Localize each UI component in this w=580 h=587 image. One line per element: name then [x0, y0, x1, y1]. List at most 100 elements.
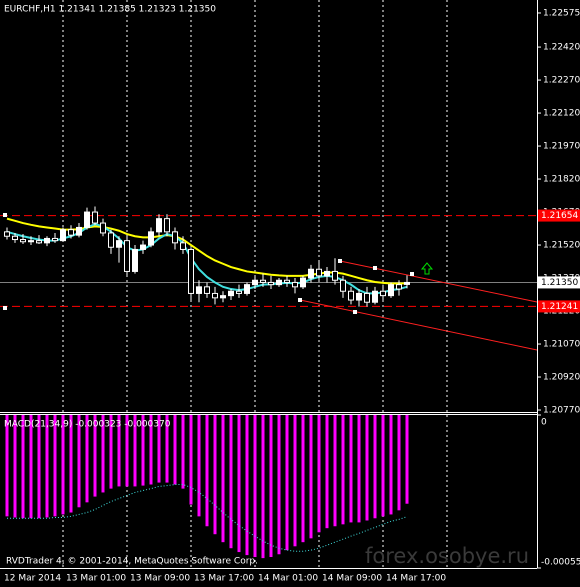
macd-bar: [141, 415, 145, 486]
macd-bar: [301, 415, 305, 543]
candle-body: [220, 295, 226, 299]
price-tag-label: 1.21350: [541, 278, 578, 288]
x-tick-label: 13 Mar 01:00: [66, 574, 126, 584]
candle-body: [124, 240, 130, 272]
symbol-header: EURCHF,H1 1.21341 1.21385 1.21323 1.2135…: [4, 5, 216, 15]
candle-body: [44, 237, 50, 244]
candle-body: [92, 211, 98, 224]
plot-layer: [4, 206, 410, 559]
candle-body: [252, 279, 258, 286]
macd-bar: [37, 415, 41, 519]
candle-body: [204, 286, 210, 294]
macd-bar: [77, 415, 81, 508]
macd-bar: [293, 415, 297, 547]
copyright: RVDTrader 4, © 2001-2014, MetaQuotes Sof…: [6, 557, 258, 567]
candle-body: [212, 292, 218, 299]
y-tick-label: 1.21820: [543, 175, 580, 185]
y-tick-label: 1.21520: [543, 241, 580, 251]
channel-handle: [338, 259, 342, 263]
x-tick-label: 14 Mar 17:00: [386, 574, 446, 584]
candle-body: [228, 290, 234, 297]
candle-body: [404, 281, 410, 285]
macd-bar: [309, 415, 313, 539]
channel-line: [299, 299, 538, 351]
candle-body: [260, 279, 266, 283]
macd-bar: [45, 415, 49, 518]
x-tick-label: 12 Mar 2014: [4, 574, 61, 584]
price-tag-label: 1.21654: [541, 211, 578, 221]
candle-body: [140, 244, 146, 250]
y-tick-label: 1.22120: [543, 109, 580, 119]
macd-bar: [237, 415, 241, 553]
macd-bar: [269, 415, 273, 558]
macd-bar: [373, 415, 377, 519]
macd-bar: [365, 415, 369, 521]
candle-body: [76, 226, 82, 236]
y-tick-label: 1.21970: [543, 142, 580, 152]
macd-bar: [341, 415, 345, 525]
candle-body: [68, 229, 74, 236]
y-tick-label: 1.20770: [543, 406, 580, 416]
x-tick-label: 14 Mar 01:00: [258, 574, 318, 584]
macd-title: MACD(21,34,9) -0.000323 -0.000370: [4, 420, 171, 430]
macd-bar: [213, 415, 217, 535]
macd-bar: [333, 415, 337, 527]
candle-body: [12, 235, 18, 241]
frame: [0, 0, 538, 569]
macd-bar: [405, 415, 409, 504]
macd-bar: [221, 415, 225, 543]
candle-body: [292, 281, 298, 288]
candle-body: [332, 270, 338, 281]
macd-signal: [7, 483, 408, 552]
price-tag-label: 1.21241: [541, 302, 578, 312]
candle-body: [164, 218, 170, 233]
macd-bar: [205, 415, 209, 527]
candle-body: [364, 292, 370, 303]
macd-bar: [5, 415, 9, 517]
candle-body: [244, 284, 250, 294]
channel-handle: [353, 310, 357, 314]
macd-bar: [181, 415, 185, 489]
candle-body: [356, 292, 362, 301]
candle-body: [132, 248, 138, 272]
macd-bar: [53, 415, 57, 517]
candle-body: [100, 222, 106, 234]
line-handle: [3, 306, 7, 310]
macd-bar: [277, 415, 281, 555]
candle-body: [84, 211, 90, 228]
channel: [3, 213, 538, 351]
candle-body: [188, 248, 194, 294]
macd-bar: [173, 415, 177, 485]
candle-body: [276, 279, 282, 286]
macd-bar: [157, 415, 161, 483]
price-tag: [538, 300, 580, 313]
macd-bar: [229, 415, 233, 549]
y-tick-label: 1.22420: [543, 43, 580, 53]
macd-bar: [381, 415, 385, 517]
candle-body: [20, 239, 26, 243]
candle-body: [284, 279, 290, 283]
x-tick-label: 13 Mar 17:00: [194, 574, 254, 584]
y-tick-label: 1.20920: [543, 373, 580, 383]
candle-body: [324, 270, 330, 277]
candle-body: [4, 231, 10, 237]
channel-handle: [298, 298, 302, 302]
macd-bar: [21, 415, 25, 519]
candle-body: [52, 237, 58, 242]
macd-bar: [117, 415, 121, 487]
macd-bar: [389, 415, 393, 515]
x-tick-label: 14 Mar 09:00: [322, 574, 382, 584]
macd-bar: [125, 415, 129, 487]
candle-body: [116, 240, 122, 248]
y-tick-label: 1.22270: [543, 76, 580, 86]
macd-bar: [317, 415, 321, 533]
macd-bar: [149, 415, 153, 485]
candle-body: [148, 231, 154, 246]
candle-body: [388, 284, 394, 297]
macd-bar: [285, 415, 289, 551]
candle-body: [340, 279, 346, 292]
macd-bar: [101, 415, 105, 493]
candle-body: [348, 290, 354, 301]
